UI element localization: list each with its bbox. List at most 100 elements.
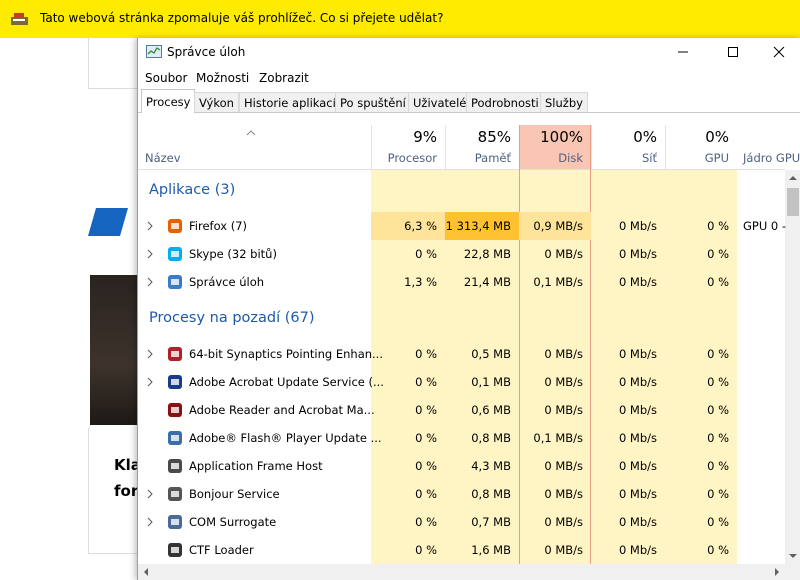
- cell: 21,4 MB: [463, 275, 511, 289]
- process-name: Správce úloh: [189, 275, 265, 289]
- process-name: Bonjour Service: [189, 487, 280, 501]
- column-percent: 0%: [705, 128, 729, 146]
- cell: 0 MB/s: [544, 247, 583, 261]
- expand-arrow: [147, 489, 153, 499]
- scroll-arrows[interactable]: [138, 564, 800, 580]
- sorted-column-edge: [519, 125, 520, 564]
- window-title: Správce úloh: [167, 45, 246, 59]
- sorted-column-edge: [590, 125, 591, 564]
- page-image: [90, 275, 137, 425]
- process-name: Skype (32 bitů): [189, 247, 277, 261]
- cell: 0 %: [707, 347, 729, 361]
- process-icon: [168, 431, 182, 445]
- tab-border: [138, 112, 800, 113]
- cell: 0,5 MB: [471, 347, 511, 361]
- cell: 0 MB/s: [544, 515, 583, 529]
- cell: 0 %: [707, 247, 729, 261]
- process-name: CTF Loader: [189, 543, 254, 557]
- process-icon: [168, 275, 182, 289]
- expand-arrow: [147, 377, 153, 387]
- cell: 0 %: [707, 487, 729, 501]
- cell: 0,6 MB: [471, 403, 511, 417]
- sort-arrow: [246, 130, 256, 136]
- header-divider: [665, 125, 666, 170]
- process-icon: [168, 219, 182, 233]
- scroll-thumb[interactable]: [785, 170, 800, 564]
- process-name: 64-bit Synaptics Pointing Enhan...: [189, 347, 383, 361]
- column-bg: [665, 170, 737, 564]
- cell: 0,1 MB: [471, 375, 511, 389]
- tab[interactable]: Procesy: [141, 89, 196, 113]
- tab[interactable]: Služby: [540, 92, 588, 112]
- cell: 0 Mb/s: [618, 487, 657, 501]
- header-divider: [371, 125, 372, 170]
- process-icon: [168, 347, 182, 361]
- tab[interactable]: Po spuštění: [335, 92, 411, 112]
- cell: 0,7 MB: [471, 515, 511, 529]
- process-icon: [168, 375, 182, 389]
- cell: 0 %: [415, 347, 437, 361]
- vertical-scrollbar[interactable]: [785, 170, 800, 564]
- horizontal-scrollbar[interactable]: [138, 564, 800, 580]
- header-divider: [445, 125, 446, 170]
- column-label: Síť: [641, 151, 657, 165]
- cell: 0 MB/s: [544, 459, 583, 473]
- sorted-header-bg: [519, 125, 591, 170]
- cell: 0 MB/s: [544, 543, 583, 557]
- column-label: Paměť: [474, 151, 511, 165]
- cell: 0 Mb/s: [618, 431, 657, 445]
- expand-arrow: [147, 249, 153, 259]
- cell: 0 Mb/s: [618, 543, 657, 557]
- cell: 0 %: [707, 219, 729, 233]
- cell: 1,6 MB: [471, 543, 511, 557]
- app-icon: [146, 45, 162, 58]
- cell: 0,1 MB/s: [533, 431, 583, 445]
- process-icon: [168, 459, 182, 473]
- cell: 4,3 MB: [471, 459, 511, 473]
- header-divider: [591, 125, 592, 170]
- cell: 0 Mb/s: [618, 219, 657, 233]
- process-name: Adobe Acrobat Update Service (...: [189, 375, 384, 389]
- cell: 1 313,4 MB: [445, 212, 519, 240]
- cell: 0 %: [415, 375, 437, 389]
- tab[interactable]: Podrobnosti: [466, 92, 544, 112]
- header-border: [138, 169, 785, 170]
- cell: 0 %: [707, 431, 729, 445]
- notification-bar: Tato webová stránka zpomaluje váš prohlí…: [0, 0, 800, 38]
- tab[interactable]: Výkon: [194, 92, 239, 112]
- cell: 6,3 %: [371, 212, 445, 240]
- cell: 0 Mb/s: [618, 459, 657, 473]
- window-controls[interactable]: [678, 38, 800, 66]
- logo-shape: [88, 208, 128, 236]
- process-icon: [168, 247, 182, 261]
- column-label: Disk: [558, 151, 583, 165]
- cell: 0 %: [415, 515, 437, 529]
- column-percent: 0%: [633, 128, 657, 146]
- process-name: Firefox (7): [189, 219, 248, 233]
- cell: 0 %: [707, 275, 729, 289]
- cell: 0 Mb/s: [618, 375, 657, 389]
- cell: 0 %: [707, 543, 729, 557]
- notification-text: Tato webová stránka zpomaluje váš prohlí…: [40, 11, 444, 25]
- cell: 0 %: [415, 459, 437, 473]
- group-title: Aplikace (3): [149, 182, 236, 198]
- process-name: COM Surrogate: [189, 515, 277, 529]
- cell: GPU 0 -: [743, 219, 787, 233]
- tab[interactable]: Uživatelé: [408, 92, 472, 112]
- cell: 0,9 MB/s: [519, 212, 591, 240]
- cell: 0,8 MB: [471, 431, 511, 445]
- process-name: Adobe Reader and Acrobat Ma...: [189, 403, 375, 417]
- column-percent: 100%: [540, 128, 583, 146]
- page-border: [88, 553, 137, 554]
- task-manager-window: Správce úloh Soubor Možnosti Zobrazit Proce…: [137, 38, 800, 580]
- menu-item[interactable]: Možnosti: [196, 71, 250, 85]
- cell: 0 Mb/s: [618, 403, 657, 417]
- cell: 1,3 %: [404, 275, 437, 289]
- menu-item[interactable]: Zobrazit: [259, 71, 309, 85]
- cell: 0 Mb/s: [618, 247, 657, 261]
- menu-item[interactable]: Soubor: [145, 71, 188, 85]
- cell: 0 MB/s: [544, 487, 583, 501]
- tab[interactable]: Historie aplikací: [239, 92, 341, 112]
- cell: 0 %: [415, 431, 437, 445]
- page-border: [88, 88, 137, 89]
